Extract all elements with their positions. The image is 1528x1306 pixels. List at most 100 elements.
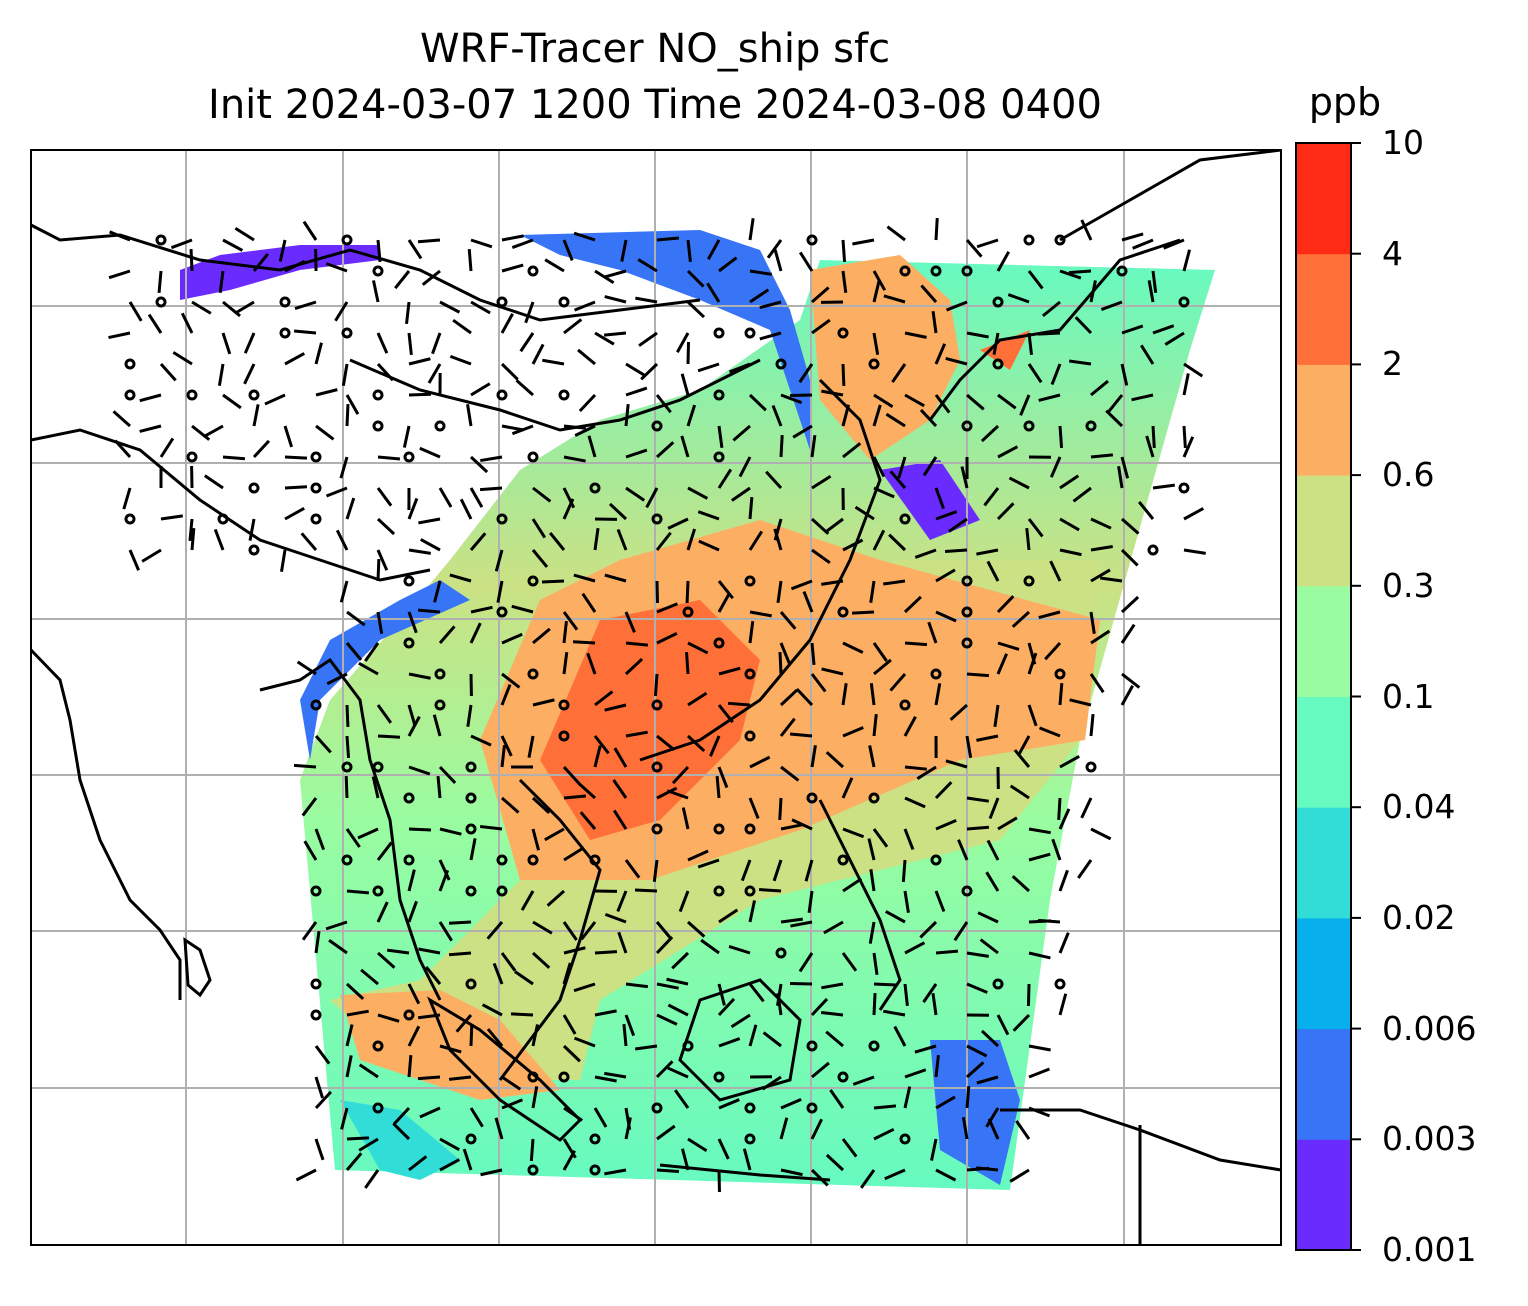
- wind-barb: [1120, 685, 1134, 706]
- calm-wind-marker: [806, 1102, 818, 1114]
- wind-barb: [934, 487, 945, 510]
- wind-barb: [904, 1068, 927, 1079]
- wind-barb: [264, 393, 286, 406]
- wind-barb: [222, 238, 244, 252]
- calm-wind-marker: [744, 668, 756, 680]
- wind-barb: [519, 332, 535, 353]
- calm-wind-marker: [527, 1164, 539, 1176]
- wind-barb: [1007, 293, 1030, 304]
- wind-barb: [868, 921, 876, 944]
- wind-barb: [948, 517, 968, 533]
- wind-barb: [466, 404, 473, 427]
- wind-barb: [417, 608, 441, 614]
- colorbar: [1296, 142, 1361, 1251]
- wind-barb: [656, 786, 678, 800]
- wind-barb: [886, 225, 906, 242]
- wind-barb: [1090, 568, 1111, 583]
- wind-barb: [377, 951, 396, 969]
- wind-barb: [810, 745, 817, 768]
- wind-barb: [1028, 951, 1051, 960]
- wind-barb: [625, 362, 646, 377]
- wind-barb: [869, 682, 876, 706]
- wind-barb: [418, 947, 441, 955]
- low-conc-east: [880, 460, 980, 540]
- wind-barb: [903, 715, 917, 737]
- wind-barb: [573, 231, 596, 242]
- wind-barb: [748, 620, 755, 644]
- wind-barb: [953, 921, 969, 942]
- india-coast: [31, 648, 182, 1000]
- calm-wind-marker: [992, 978, 1004, 990]
- wind-barb: [841, 1138, 858, 1158]
- wind-barb: [930, 1138, 938, 1161]
- wind-barb: [640, 362, 659, 381]
- wind-barb: [762, 1031, 782, 1048]
- wind-barb: [772, 859, 783, 882]
- wind-barbs: [108, 217, 1206, 1193]
- calm-wind-marker: [961, 637, 973, 649]
- wind-barb: [798, 952, 814, 973]
- wind-barb: [778, 651, 783, 675]
- wind-barb: [655, 921, 673, 940]
- wind-barb: [993, 704, 1000, 727]
- wind-barb: [821, 579, 844, 586]
- wind-barb: [407, 715, 421, 737]
- wind-barb: [1050, 363, 1062, 386]
- wind-barb: [345, 828, 361, 848]
- wind-barb: [544, 258, 565, 273]
- wind-barb: [625, 486, 646, 502]
- wind-barb: [345, 642, 363, 661]
- wind-barb: [438, 859, 451, 881]
- calm-wind-marker: [434, 699, 446, 711]
- wind-barb: [480, 455, 503, 463]
- map-border: [30, 149, 1282, 1246]
- wind-barb: [284, 259, 306, 273]
- tracer-core: [540, 600, 760, 840]
- wind-barb: [852, 238, 875, 246]
- wind-barb: [1090, 379, 1109, 397]
- wind-barb: [624, 403, 630, 427]
- calm-wind-marker: [744, 823, 756, 835]
- wind-barb: [717, 425, 724, 449]
- wind-barb: [314, 1076, 325, 1099]
- wind-barb: [904, 765, 928, 771]
- wind-barb: [376, 487, 393, 507]
- calm-wind-marker: [403, 575, 415, 587]
- calm-wind-marker: [465, 885, 477, 897]
- calm-wind-marker: [1085, 420, 1097, 432]
- colorbar-swatch: [1296, 585, 1351, 697]
- wind-barb: [901, 859, 907, 883]
- wind-barb: [935, 1095, 956, 1110]
- wind-barb: [577, 782, 597, 800]
- calm-wind-marker: [806, 1040, 818, 1052]
- calm-wind-marker: [496, 606, 508, 618]
- wind-barb: [897, 456, 907, 479]
- wind-barb: [686, 300, 706, 319]
- colorbar-swatch: [1296, 253, 1351, 365]
- wind-barb: [979, 938, 999, 955]
- wind-barb: [346, 889, 370, 895]
- wind-barb: [686, 341, 691, 365]
- colorbar-tick-label: 2: [1382, 344, 1403, 384]
- calm-wind-marker: [527, 265, 539, 277]
- wind-barb: [418, 517, 441, 525]
- wind-barb: [810, 434, 817, 458]
- colorbar-swatch: [1296, 807, 1351, 919]
- calm-wind-marker: [806, 792, 818, 804]
- wind-barb: [449, 573, 472, 583]
- calm-wind-marker: [434, 668, 446, 680]
- wind-barb: [128, 549, 140, 571]
- wind-barb: [656, 1013, 678, 1026]
- wind-barb: [656, 602, 678, 614]
- wind-barb: [222, 300, 241, 318]
- wind-barb: [624, 657, 644, 676]
- wind-barb: [408, 827, 432, 832]
- wind-barb: [612, 779, 628, 799]
- wind-barb: [996, 1014, 1010, 1036]
- calm-wind-marker: [744, 327, 756, 339]
- wind-barb: [965, 239, 983, 258]
- wind-barb: [1038, 726, 1061, 738]
- wind-barb: [717, 592, 732, 613]
- wind-barb: [1059, 755, 1080, 769]
- wind-barb: [656, 982, 679, 990]
